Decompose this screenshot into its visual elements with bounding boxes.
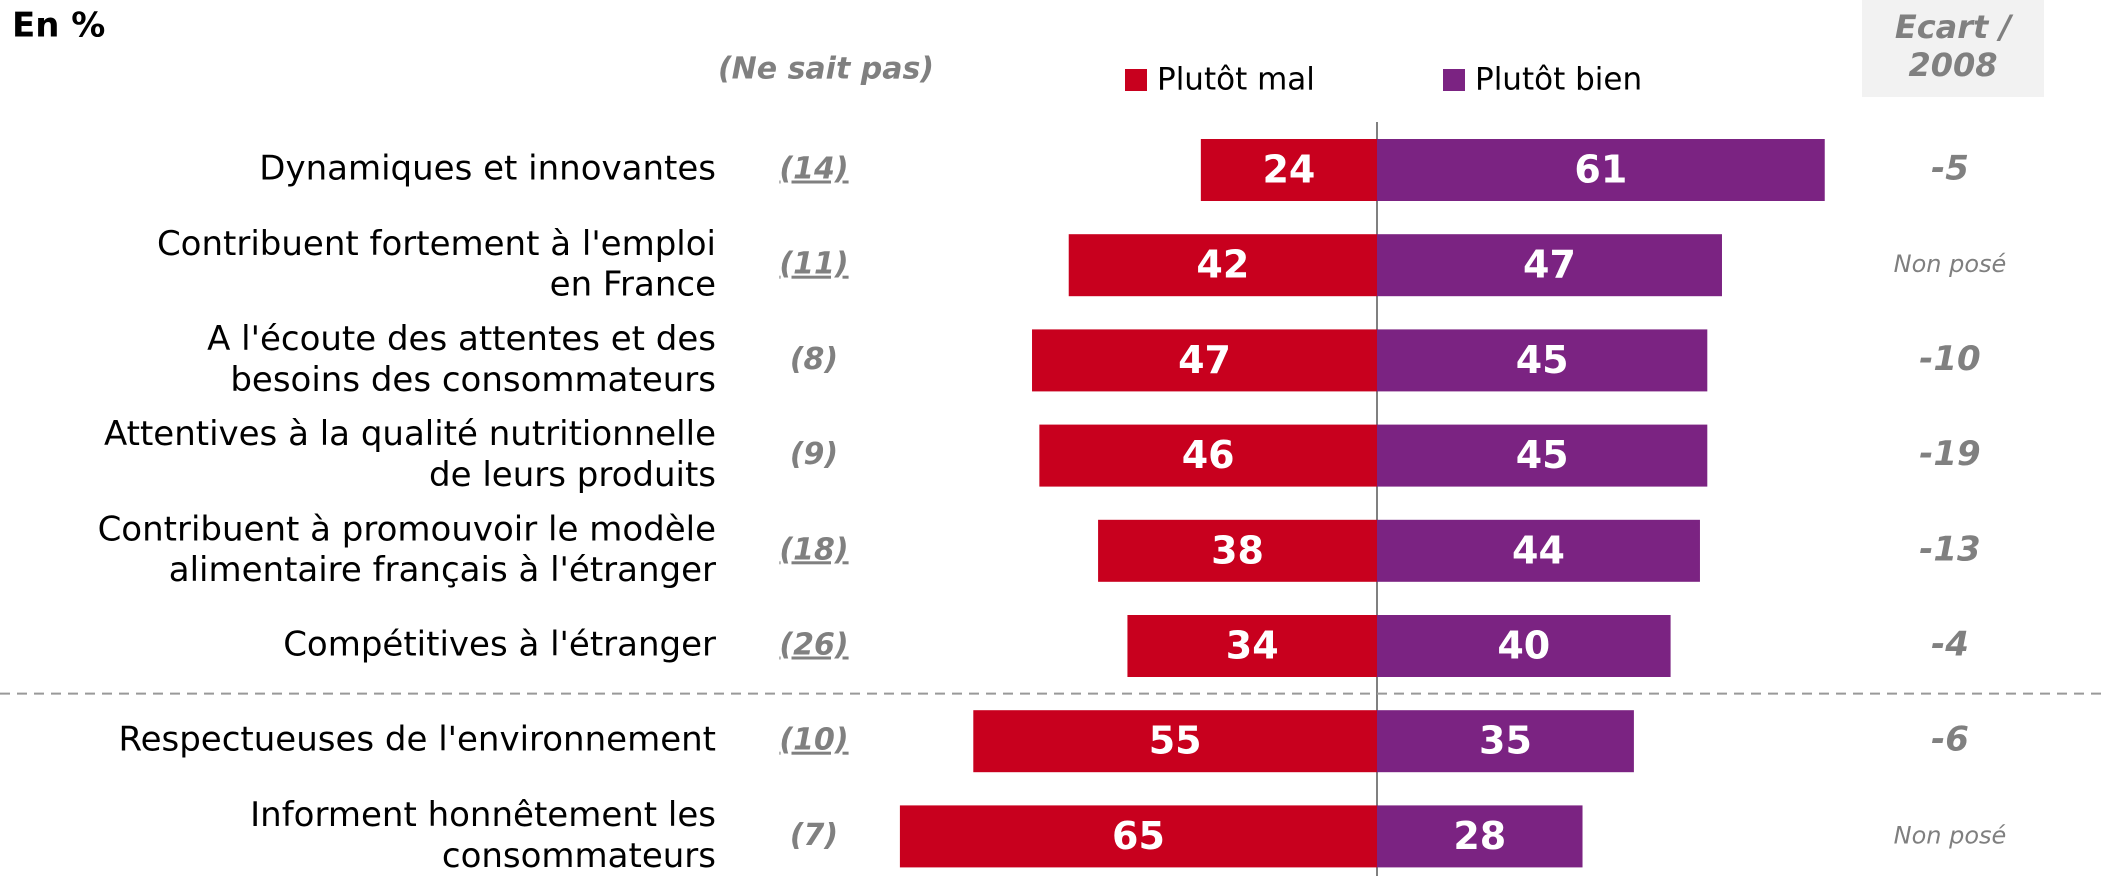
legend-swatch [1125, 69, 1147, 91]
dont-know-header: (Ne sait pas) [718, 52, 934, 87]
bar-value: 47 [1178, 338, 1231, 382]
ecart-value: -13 [1919, 529, 1980, 569]
bar-value: 55 [1149, 719, 1202, 763]
dont-know-value: (11) [779, 247, 848, 282]
ecart-value: -10 [1919, 339, 1980, 379]
category-label: Informent honnêtement les consommateurs [250, 795, 716, 876]
bar-value: 46 [1182, 433, 1235, 477]
bar [1377, 805, 1583, 868]
bar [1377, 519, 1700, 582]
legend-label: Plutôt bien [1475, 62, 1642, 98]
ecart-value: Non posé [1894, 250, 2007, 278]
ecart-value: -19 [1919, 434, 1980, 474]
category-label: Dynamiques et innovantes [259, 149, 716, 189]
bar-value: 45 [1516, 433, 1569, 477]
dont-know-value: (18) [779, 532, 848, 567]
bar [1098, 519, 1377, 582]
ecart-header-box [1862, 0, 2044, 97]
legend-swatch [1443, 69, 1465, 91]
bar-value: 35 [1479, 719, 1532, 763]
dont-know-value: (7) [790, 818, 838, 853]
bar [1377, 234, 1722, 297]
category-label: Respectueuses de l'environnement [118, 720, 716, 760]
dont-know-value: (9) [790, 437, 838, 472]
category-label: Contribuent à promouvoir le modèle alimen… [98, 509, 716, 590]
bar-value: 47 [1523, 243, 1576, 287]
bar-value: 28 [1453, 814, 1506, 858]
chart-title: En % [12, 6, 105, 46]
bar [973, 710, 1377, 773]
bar-value: 42 [1196, 243, 1249, 287]
bar [1377, 615, 1671, 677]
category-label: Compétitives à l'étranger [283, 625, 716, 665]
bar-value: 40 [1497, 624, 1550, 668]
ecart-value: -5 [1931, 149, 1969, 189]
bar [1127, 615, 1377, 677]
bar [1032, 329, 1377, 392]
bar-value: 61 [1574, 148, 1627, 192]
bar [1068, 234, 1377, 297]
bar [1377, 424, 1708, 487]
dont-know-value: (26) [779, 628, 848, 663]
category-label: A l'écoute des attentes et des besoins de… [207, 319, 716, 400]
legend-label: Plutôt mal [1157, 62, 1315, 98]
bar [1377, 710, 1634, 773]
dont-know-value: (14) [779, 152, 848, 187]
bar-value: 45 [1516, 338, 1569, 382]
ecart-value: -4 [1931, 625, 1969, 665]
ecart-value: -6 [1931, 720, 1969, 760]
bar-value: 38 [1211, 528, 1264, 572]
ecart-value: Non posé [1894, 821, 2007, 849]
bar [899, 805, 1377, 868]
category-label: Attentives à la qualité nutritionnelle de… [104, 414, 716, 495]
bar [1039, 424, 1377, 487]
bar-value: 44 [1512, 528, 1565, 572]
bar-value: 34 [1226, 624, 1279, 668]
category-label: Contribuent fortement à l'emploi en Franc… [157, 223, 716, 304]
ecart-header: Ecart /2008 [1895, 8, 2014, 84]
bar-value: 65 [1112, 814, 1165, 858]
bar-value: 24 [1262, 148, 1315, 192]
bar [1200, 139, 1377, 201]
bar [1377, 139, 1825, 201]
bar [1377, 329, 1708, 392]
dont-know-value: (8) [790, 342, 838, 377]
dont-know-value: (10) [779, 723, 848, 758]
